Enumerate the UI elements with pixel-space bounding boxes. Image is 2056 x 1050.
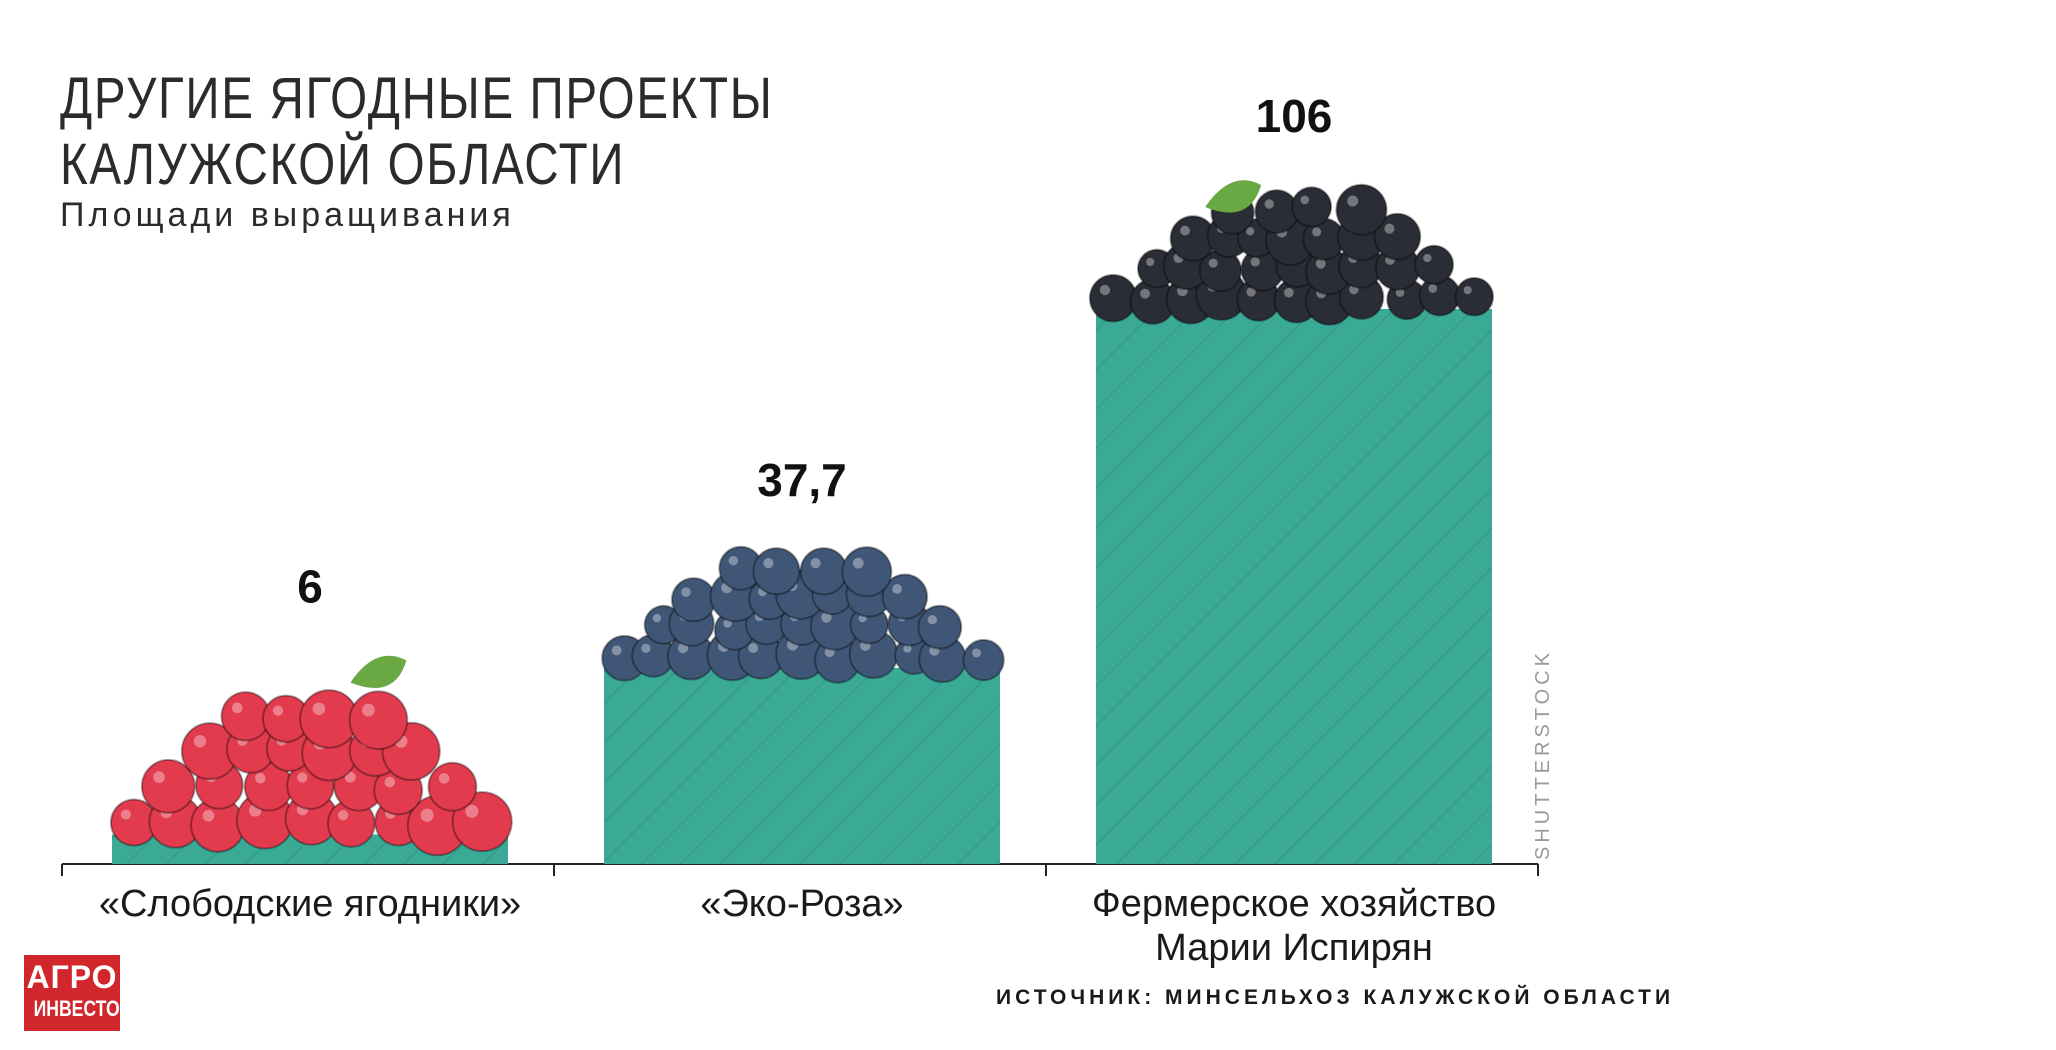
- value-label-3: 106: [1256, 90, 1333, 142]
- raspberry-pile: [109, 655, 513, 857]
- agroinvestor-logo: АГРО ИНВЕСТОР: [24, 955, 132, 1031]
- leaf-icon: [1205, 180, 1262, 213]
- chart-subtitle: Площади выращивания: [60, 196, 515, 234]
- category-label-1: «Слободские ягодники»: [99, 883, 521, 925]
- chart-title: ДРУГИЕ ЯГОДНЫЕ ПРОЕКТЫ КАЛУЖСКОЙ ОБЛАСТИ: [60, 66, 773, 198]
- chart-title-line1: ДРУГИЕ ЯГОДНЫЕ ПРОЕКТЫ: [60, 66, 774, 131]
- bar-hatch-3: [1096, 307, 1492, 864]
- logo-line1: АГРО: [26, 959, 118, 995]
- leaf-icon: [350, 655, 407, 689]
- category-label-3: Фермерское хозяйство: [1092, 883, 1496, 925]
- chart-title-line2: КАЛУЖСКОЙ ОБЛАСТИ: [60, 132, 626, 197]
- value-label-2: 37,7: [757, 454, 847, 506]
- source-note: ИСТОЧНИК: МИНСЕЛЬХОЗ КАЛУЖСКОЙ ОБЛАСТИ: [996, 986, 1675, 1009]
- category-label-3: Марии Испирян: [1155, 927, 1433, 969]
- watermark: SHUTTERSTOCK: [1532, 649, 1554, 860]
- blueberry-pile: [601, 545, 1005, 684]
- bar-hatch-2: [604, 665, 1000, 864]
- value-label-1: 6: [297, 560, 323, 612]
- logo-line2: ИНВЕСТОР: [33, 996, 132, 1021]
- category-label-2: «Эко-Роза»: [700, 883, 903, 925]
- blackcurrant-pile: [1088, 180, 1495, 326]
